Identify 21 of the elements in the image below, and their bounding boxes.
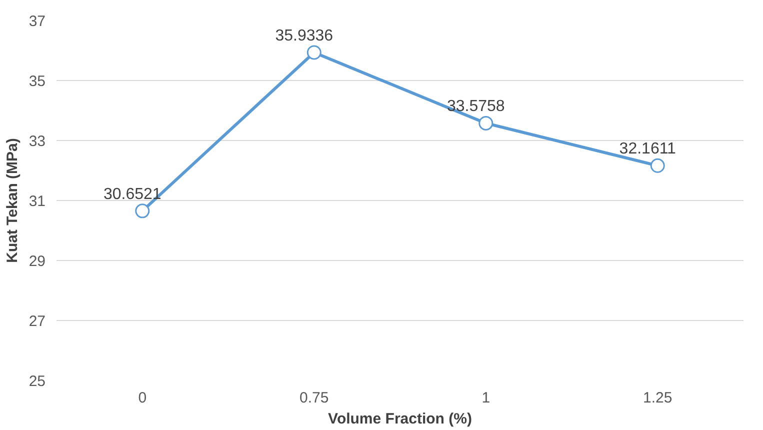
point: [135, 204, 150, 218]
x-tick-label: 1.25: [643, 390, 672, 406]
y-tick-label: 35: [28, 73, 46, 90]
y-tick-label: 31: [28, 193, 46, 210]
point: [650, 158, 665, 173]
y-tick-label: 37: [28, 13, 46, 30]
data-label: 35.9336: [275, 27, 334, 44]
x-tick-label: 0.75: [300, 390, 329, 406]
y-axis-title: Kuat Tekan (MPa): [4, 138, 21, 263]
y-tick-label: 27: [28, 313, 46, 330]
point: [478, 116, 494, 130]
point: [306, 45, 322, 60]
x-axis-title: Volume Fraction (%): [328, 410, 472, 428]
x-tick-label: 1: [482, 390, 490, 406]
data-label: 32.1611: [619, 140, 676, 158]
data-label: 33.5758: [446, 98, 505, 116]
y-tick-label: 29: [28, 253, 46, 270]
y-tick-label: 25: [28, 373, 46, 390]
x-tick-label: 0: [138, 390, 147, 406]
data-label: 30.6521: [103, 186, 162, 203]
y-tick-label: 33: [28, 133, 46, 150]
